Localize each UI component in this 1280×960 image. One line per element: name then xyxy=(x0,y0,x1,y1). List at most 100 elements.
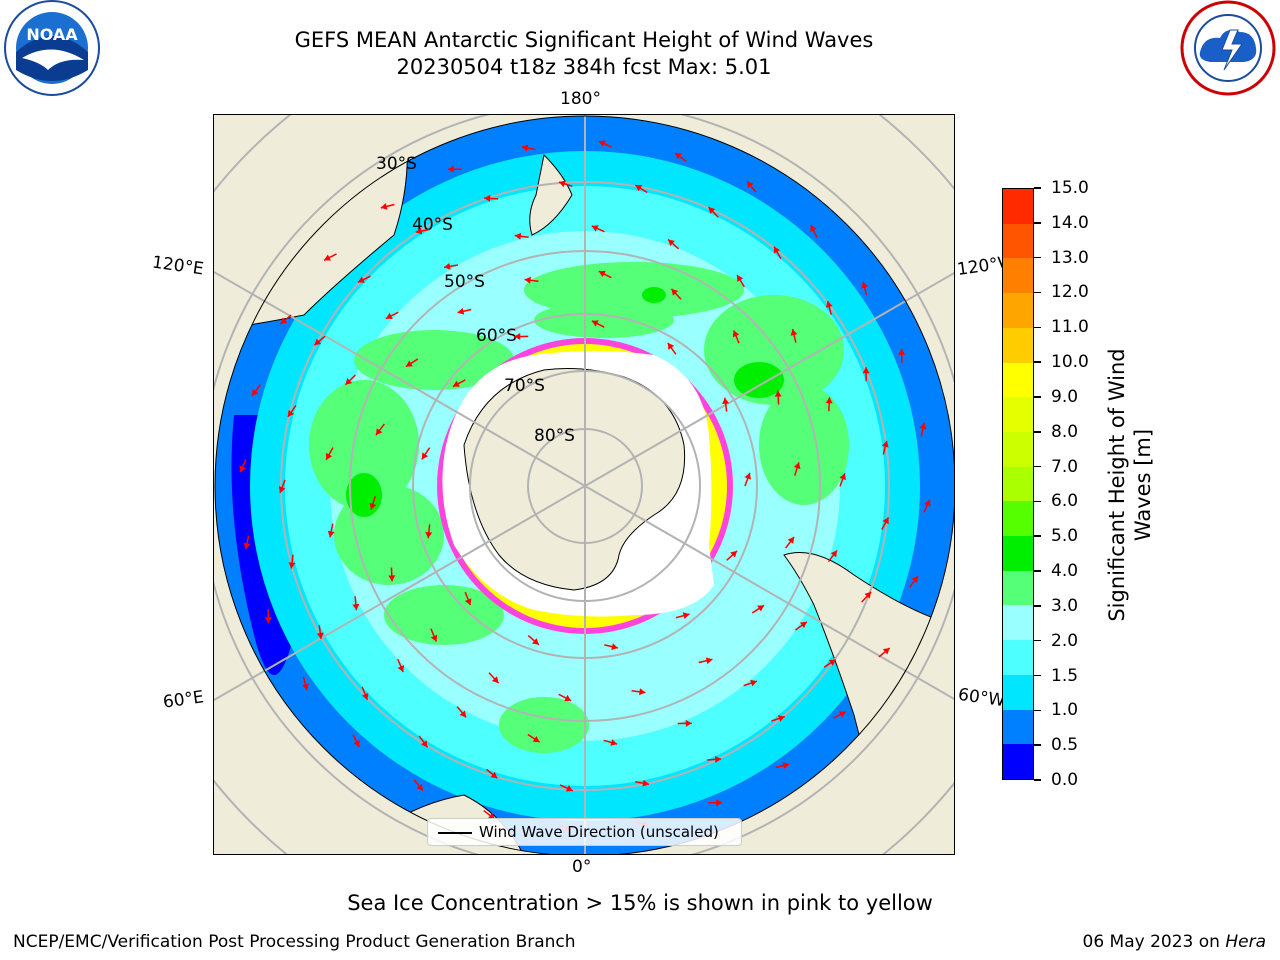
arrow-head xyxy=(532,735,540,743)
arrow-head xyxy=(685,719,692,727)
map-panel: 30°S 40°S 50°S 60°S 70°S 80°S xyxy=(213,114,955,855)
arrow-head xyxy=(264,617,272,624)
arrow-head xyxy=(385,312,393,320)
colorbar-tick: 0.5 xyxy=(1034,736,1078,754)
arrow-head xyxy=(564,694,572,702)
chart-title: GEFS MEAN Antarctic Significant Height o… xyxy=(294,28,874,52)
arrow-head xyxy=(558,180,566,188)
arrow-head xyxy=(287,409,295,417)
arrow-head xyxy=(452,380,460,387)
arrow-head xyxy=(302,683,309,691)
arrow-head xyxy=(714,755,722,763)
arrow-head xyxy=(773,246,781,254)
colorbar-tick: 2.0 xyxy=(1034,632,1078,650)
footer-host: Hera xyxy=(1225,932,1266,952)
colorbar-tick: 3.0 xyxy=(1034,597,1078,615)
arrow-head xyxy=(774,390,782,397)
map-legend: Wind Wave Direction (unscaled) xyxy=(427,818,742,846)
noaa-logo: NOAA xyxy=(4,0,100,96)
arrow-head xyxy=(911,576,919,584)
arrow-head xyxy=(447,165,454,173)
arrow-head xyxy=(799,621,807,629)
colorbar-tick: 0.0 xyxy=(1034,771,1078,789)
map-boundary xyxy=(214,115,954,854)
colorbar-swatch xyxy=(1003,466,1033,502)
arrow-head xyxy=(732,330,740,338)
arrow-head xyxy=(671,288,679,296)
colorbar-label: Significant Height of Wind Waves [m] xyxy=(1105,348,1155,622)
arrow-head xyxy=(369,502,377,510)
arrow-head xyxy=(744,472,752,480)
arrow-head xyxy=(314,338,322,346)
arrow-head xyxy=(830,550,838,558)
arrow-head xyxy=(487,812,495,820)
arrow-head xyxy=(882,647,890,655)
arrow-head xyxy=(793,462,801,470)
arrow-head xyxy=(397,665,405,673)
arrow-head xyxy=(280,317,288,325)
colorbar-tick: 4.0 xyxy=(1034,562,1078,580)
colorbar-swatch xyxy=(1003,674,1033,710)
footer-date-text: 06 May 2023 on xyxy=(1082,932,1226,952)
arrow-head xyxy=(864,591,872,599)
arrow-head xyxy=(484,194,491,202)
arrow-head xyxy=(521,144,529,152)
arrow-head xyxy=(708,207,716,214)
colorbar-swatch xyxy=(1003,293,1033,328)
arrow-head xyxy=(352,603,360,611)
arrow-head xyxy=(598,140,606,147)
legend-label: Wind Wave Direction (unscaled) xyxy=(479,823,719,841)
lon-label-0: 0° xyxy=(572,857,592,877)
colorbar-swatch xyxy=(1003,536,1033,571)
colorbar-tick: 12.0 xyxy=(1034,283,1089,301)
arrow-head xyxy=(416,783,424,791)
arrow-head xyxy=(757,605,765,612)
arrow-head xyxy=(828,659,836,666)
arrow-head xyxy=(635,185,643,192)
colorbar-swatch xyxy=(1003,223,1033,259)
lat-label-40s: 40°S xyxy=(412,215,453,235)
arrow-head xyxy=(810,225,817,232)
arrow-head xyxy=(514,332,521,340)
arrow-head xyxy=(405,360,413,367)
arrow-head xyxy=(598,270,606,278)
arrow-head xyxy=(839,473,847,481)
arrow-head xyxy=(746,181,754,189)
arrow-head xyxy=(882,517,889,525)
arrow-head xyxy=(881,440,889,448)
arrow-head xyxy=(464,598,472,606)
arrow-head xyxy=(924,499,931,507)
colorbar-tick: 7.0 xyxy=(1034,458,1078,476)
colorbar-tick: 13.0 xyxy=(1034,249,1089,267)
arrow-head xyxy=(444,262,451,270)
latitude-labels: 30°S 40°S 50°S 60°S 70°S 80°S xyxy=(376,154,575,446)
colorbar-swatch xyxy=(1003,431,1033,467)
arrow-head xyxy=(790,329,798,336)
arrow-head xyxy=(514,232,522,240)
footer-credit: NCEP/EMC/Verification Post Processing Pr… xyxy=(13,932,576,952)
lon-label-180: 180° xyxy=(560,89,601,109)
arrow-head xyxy=(667,342,675,350)
colorbar-tick: 11.0 xyxy=(1034,318,1089,336)
arrow-head xyxy=(380,203,388,210)
arrow-head xyxy=(251,388,259,396)
arrow-head xyxy=(611,643,618,651)
arrow-head xyxy=(610,739,618,746)
arrow-head xyxy=(430,634,438,642)
arrow-head xyxy=(491,676,499,684)
colorbar-tick: 1.0 xyxy=(1034,701,1078,719)
colorbar-tick: 8.0 xyxy=(1034,423,1078,441)
arrow-head xyxy=(839,711,846,718)
arrow-head xyxy=(787,536,795,544)
arrow-head xyxy=(668,239,675,247)
arrow-head xyxy=(591,320,599,327)
arrow-head xyxy=(591,225,599,232)
arrow-head xyxy=(288,562,296,569)
arrow-head xyxy=(642,779,649,787)
colorbar-tick: 5.0 xyxy=(1034,527,1078,545)
arrow-head xyxy=(325,452,333,460)
colorbar-tick: 6.0 xyxy=(1034,492,1078,510)
arrow-head xyxy=(239,465,246,473)
legend-line-sample xyxy=(438,832,472,834)
new-zealand xyxy=(529,153,573,236)
